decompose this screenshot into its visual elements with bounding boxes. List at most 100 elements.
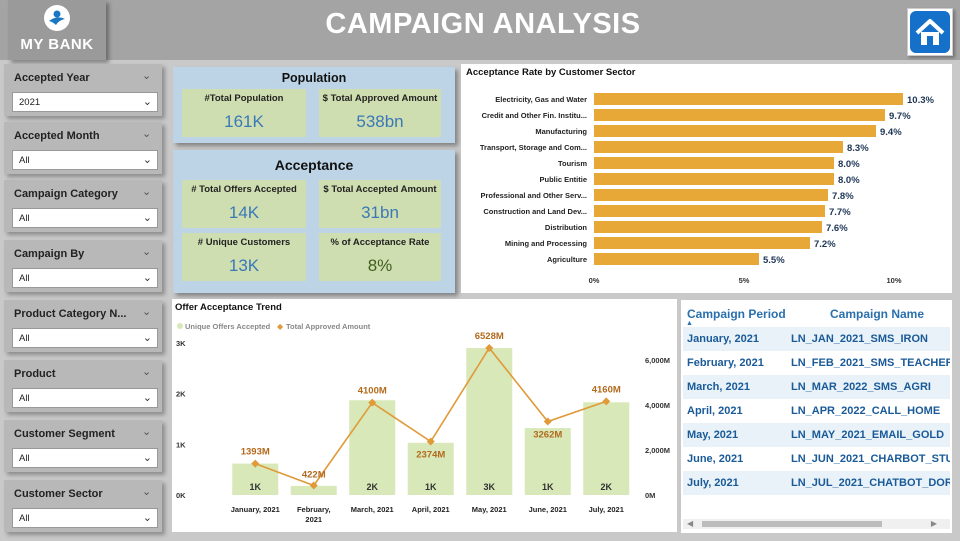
sector-x-tick: 0% <box>589 276 600 285</box>
line-point[interactable] <box>309 481 318 490</box>
slicer-dropdown[interactable]: All ⌄ <box>12 208 158 228</box>
cell-campaign-name: LN_FEB_2021_SMS_TEACHER <box>791 357 950 369</box>
table-row[interactable]: February, 2021 LN_FEB_2021_SMS_TEACHER <box>683 351 950 375</box>
trend-bar[interactable] <box>524 428 571 495</box>
slicer-dropdown[interactable]: All ⌄ <box>12 508 158 528</box>
column-header-campaign-period[interactable]: Campaign Period <box>687 307 786 321</box>
trend-bar[interactable] <box>349 400 396 495</box>
home-button[interactable] <box>907 8 953 56</box>
chevron-down-icon[interactable]: ⌄ <box>142 186 152 198</box>
slicer-dropdown[interactable]: All ⌄ <box>12 388 158 408</box>
dropdown-chevron-icon: ⌄ <box>142 512 152 524</box>
table-row[interactable]: July, 2021 LN_JUL_2021_CHATBOT_DORM <box>683 471 950 495</box>
chevron-down-icon[interactable]: ⌄ <box>142 366 152 378</box>
line-point[interactable] <box>368 398 377 407</box>
sector-bar[interactable] <box>594 173 834 185</box>
sector-bar[interactable] <box>594 205 825 217</box>
kpi-card-total-accepted-amount: $ Total Accepted Amount 31bn <box>319 180 441 228</box>
sector-category-label: Mining and Processing <box>505 239 588 248</box>
horizontal-scrollbar[interactable]: ◀ ▶ <box>683 519 950 529</box>
sector-category-label: Electricity, Gas and Water <box>495 95 587 104</box>
line-data-label: 6528M <box>475 331 504 342</box>
kpi-card-acceptance-rate: % of Acceptance Rate 8% <box>319 233 441 281</box>
trend-bar[interactable] <box>290 485 337 495</box>
sector-bar[interactable] <box>594 125 876 137</box>
trend-chart-title: Offer Acceptance Trend <box>175 302 282 313</box>
slicer-dropdown[interactable]: 2021 ⌄ <box>12 92 158 112</box>
acceptance-title: Acceptance <box>274 157 354 173</box>
trend-bar[interactable] <box>466 348 513 495</box>
sector-category-label: Manufacturing <box>535 127 587 136</box>
slicer-value: All <box>19 453 30 464</box>
slicer-title: Accepted Year <box>14 72 90 84</box>
slicer-value: All <box>19 393 30 404</box>
slicer-5: Product ⌄ All ⌄ <box>4 360 162 412</box>
x-category-label: June, 2021 <box>529 505 567 514</box>
trend-bar[interactable] <box>583 402 630 495</box>
sector-bar[interactable] <box>594 157 834 169</box>
sector-bar[interactable] <box>594 93 903 105</box>
sector-category-label: Construction and Land Dev... <box>483 207 587 216</box>
sector-data-label: 7.2% <box>814 239 836 250</box>
legend-marker-line: ◆ <box>277 322 284 331</box>
line-point[interactable] <box>251 459 260 468</box>
dropdown-chevron-icon: ⌄ <box>142 96 152 108</box>
kpi-value: 161K <box>224 112 264 131</box>
sector-bar[interactable] <box>594 237 810 249</box>
table-row[interactable]: April, 2021 LN_APR_2022_CALL_HOME <box>683 399 950 423</box>
sector-bar[interactable] <box>594 253 759 265</box>
chevron-down-icon[interactable]: ⌄ <box>142 486 152 498</box>
slicer-dropdown[interactable]: All ⌄ <box>12 268 158 288</box>
bar-data-label: 1K <box>425 482 437 492</box>
chevron-down-icon[interactable]: ⌄ <box>142 426 152 438</box>
slicer-title: Product <box>14 368 56 380</box>
line-data-label: 422M <box>302 469 326 480</box>
kpi-label: #Total Population <box>204 93 284 104</box>
sector-chart-title: Acceptance Rate by Customer Sector <box>466 67 636 78</box>
scroll-left-icon[interactable]: ◀ <box>687 519 694 528</box>
slicer-value: All <box>19 155 30 166</box>
trend-bar[interactable] <box>407 442 454 495</box>
slicer-value: All <box>19 513 30 524</box>
sector-bar[interactable] <box>594 221 822 233</box>
slicer-dropdown[interactable]: All ⌄ <box>12 150 158 170</box>
chevron-down-icon[interactable]: ⌄ <box>142 306 152 318</box>
table-row[interactable]: January, 2021 LN_JAN_2021_SMS_IRON <box>683 327 950 351</box>
bar-data-label: 2K <box>366 482 378 492</box>
table-row[interactable]: March, 2021 LN_MAR_2022_SMS_AGRI <box>683 375 950 399</box>
slicer-6: Customer Segment ⌄ All ⌄ <box>4 420 162 472</box>
sector-bar-chart: Electricity, Gas and Water 10.3% Credit an… <box>480 93 934 285</box>
slicer-value: All <box>19 213 30 224</box>
kpi-label: % of Acceptance Rate <box>330 237 430 248</box>
line-data-label: 2374M <box>416 450 445 461</box>
line-point[interactable] <box>602 397 611 406</box>
slicer-3: Campaign By ⌄ All ⌄ <box>4 240 162 292</box>
slicer-value: All <box>19 273 30 284</box>
logo-text: MY BANK <box>20 36 94 53</box>
chevron-down-icon[interactable]: ⌄ <box>142 128 152 140</box>
sector-data-label: 7.7% <box>829 207 851 218</box>
legend-label-bars: Unique Offers Accepted <box>185 322 271 331</box>
y-left-tick: 3K <box>176 339 186 348</box>
slicer-dropdown[interactable]: All ⌄ <box>12 328 158 348</box>
table-row[interactable]: June, 2021 LN_JUN_2021_CHARBOT_STUD <box>683 447 950 471</box>
scrollbar-thumb[interactable] <box>702 521 882 527</box>
scroll-right-icon[interactable]: ▶ <box>930 519 937 528</box>
kpi-value: 538bn <box>356 112 404 131</box>
sector-bar[interactable] <box>594 189 828 201</box>
trend-combo-chart: Unique Offers Accepted ◆ Total Approved Am… <box>176 322 670 524</box>
slicer-title: Customer Segment <box>14 428 115 440</box>
dropdown-chevron-icon: ⌄ <box>142 332 152 344</box>
chevron-down-icon[interactable]: ⌄ <box>142 246 152 258</box>
sector-bar[interactable] <box>594 109 885 121</box>
slicer-dropdown[interactable]: All ⌄ <box>12 448 158 468</box>
column-header-campaign-name[interactable]: Campaign Name <box>830 307 925 321</box>
sector-data-label: 9.4% <box>880 127 902 138</box>
table-row[interactable]: May, 2021 LN_MAY_2021_EMAIL_GOLD <box>683 423 950 447</box>
line-point[interactable] <box>485 343 494 352</box>
line-point[interactable] <box>543 417 552 426</box>
line-point[interactable] <box>426 437 435 446</box>
chevron-down-icon[interactable]: ⌄ <box>142 70 152 82</box>
sector-bar[interactable] <box>594 141 843 153</box>
dropdown-chevron-icon: ⌄ <box>142 272 152 284</box>
